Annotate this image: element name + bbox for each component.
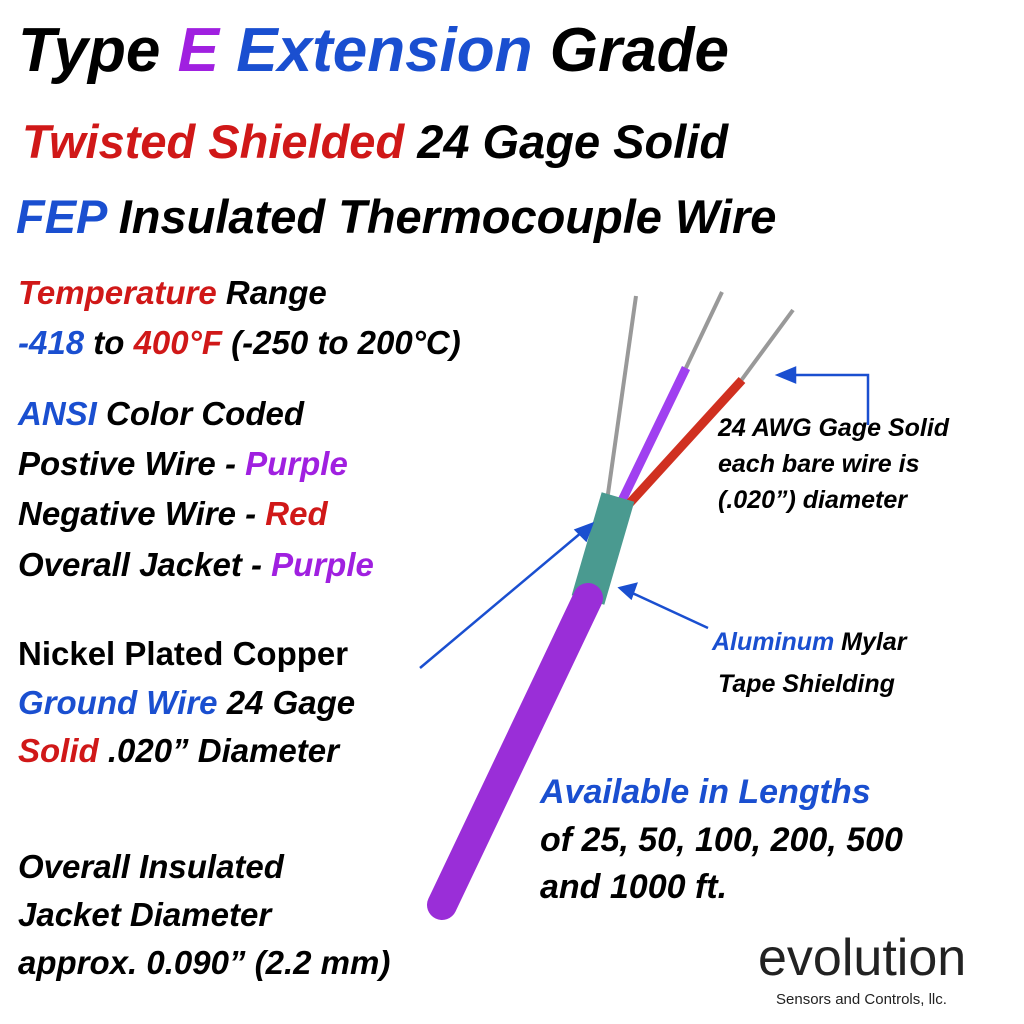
text: Type <box>18 16 161 85</box>
text: Overall Jacket - <box>18 546 262 583</box>
text: Solid <box>18 732 99 769</box>
text: Postive Wire - <box>18 445 236 482</box>
text: Red <box>265 495 328 532</box>
text: Negative Wire - <box>18 495 257 532</box>
text: Nickel Plated Copper <box>18 635 349 672</box>
text: Range <box>225 274 327 311</box>
text: Overall Insulated <box>18 848 284 885</box>
text: 24 Gage <box>226 684 356 721</box>
text: 400°F <box>133 324 222 361</box>
text: each bare wire is <box>718 450 920 478</box>
text: (.020”) diameter <box>718 486 907 514</box>
text: Aluminum <box>712 628 835 656</box>
text: Tape Shielding <box>718 670 895 698</box>
text: 24 AWG Gage Solid <box>718 414 950 442</box>
text: Available in Lengths <box>540 773 871 811</box>
text: (-250 to 200°C) <box>231 324 461 361</box>
text: Twisted Shielded <box>22 115 405 168</box>
text: and 1000 ft. <box>540 868 728 906</box>
logo: evolution <box>758 929 967 987</box>
text: Grade <box>549 16 729 85</box>
text: Temperature <box>18 274 217 311</box>
text: approx. 0.090” (2.2 mm) <box>18 944 391 981</box>
text: Jacket Diameter <box>18 896 272 933</box>
text: Color Coded <box>106 395 304 432</box>
logo-tagline: Sensors and Controls, llc. <box>776 991 947 1008</box>
text: Insulated Thermocouple Wire <box>118 190 777 243</box>
text: ANSI <box>18 395 97 432</box>
text: 24 Gage Solid <box>417 115 729 168</box>
text: Mylar <box>841 628 907 656</box>
text: Purple <box>245 445 348 482</box>
text: -418 <box>18 324 85 361</box>
text: E <box>177 16 219 85</box>
text: of 25, 50, 100, 200, 500 <box>540 821 903 859</box>
text: Ground Wire <box>18 684 218 721</box>
text: Extension <box>236 16 533 85</box>
text: FEP <box>16 190 106 243</box>
text: .020” Diameter <box>107 732 339 769</box>
text: Purple <box>271 546 374 583</box>
text: to <box>93 324 125 361</box>
